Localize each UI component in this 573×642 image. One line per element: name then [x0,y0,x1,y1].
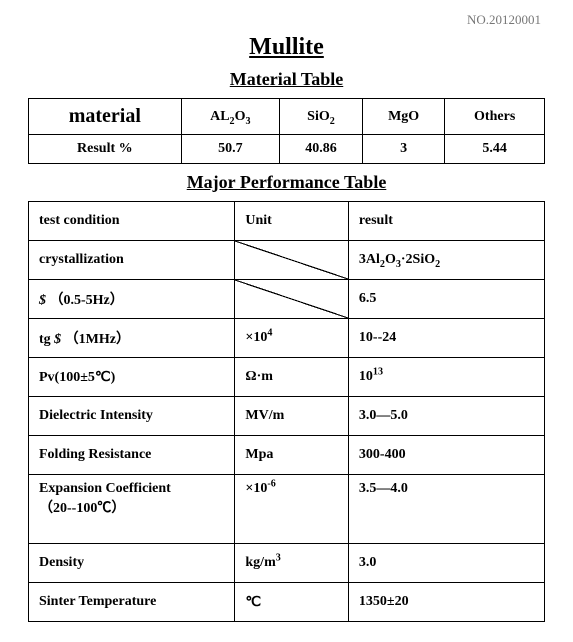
perf-header-condition: test condition [29,202,235,241]
perf-header-unit: Unit [235,202,349,241]
perf-result: 6.5 [348,280,544,319]
perf-unit: MV/m [235,397,349,436]
perf-condition: tg $ （1MHz） [29,319,235,358]
material-col-1: SiO2 [279,99,362,135]
perf-row: Expansion Coefficient（20--100℃）×10-63.5—… [29,475,545,544]
performance-table-heading: Major Performance Table [28,172,545,193]
perf-result: 3.0 [348,544,544,583]
perf-result: 3.0—5.0 [348,397,544,436]
perf-condition: $ （0.5-5Hz） [29,280,235,319]
material-col-0: AL2O3 [181,99,279,135]
perf-unit: Mpa [235,436,349,475]
perf-condition: Expansion Coefficient（20--100℃） [29,475,235,544]
material-table-heading: Material Table [28,69,545,90]
material-col-3: Others [445,99,545,135]
perf-result: 1013 [348,358,544,397]
material-table: material AL2O3 SiO2 MgO Others Result % … [28,98,545,164]
perf-condition: Pv(100±5℃) [29,358,235,397]
material-col-2: MgO [362,99,444,135]
perf-row: crystallization 3Al2O3·2SiO2 [29,241,545,280]
perf-condition: Folding Resistance [29,436,235,475]
perf-result: 10--24 [348,319,544,358]
perf-row: tg $ （1MHz）×10410--24 [29,319,545,358]
perf-row: Densitykg/m33.0 [29,544,545,583]
material-row-label: Result % [29,135,182,164]
material-val-2: 3 [362,135,444,164]
perf-condition: crystallization [29,241,235,280]
perf-unit: ×104 [235,319,349,358]
perf-unit: ℃ [235,583,349,622]
material-header-label: material [29,99,182,135]
perf-result: 3.5—4.0 [348,475,544,544]
doc-number: NO.20120001 [28,12,545,28]
perf-unit [235,280,349,319]
perf-condition: Dielectric Intensity [29,397,235,436]
perf-row: Folding ResistanceMpa300-400 [29,436,545,475]
perf-row: Dielectric IntensityMV/m3.0—5.0 [29,397,545,436]
material-val-1: 40.86 [279,135,362,164]
perf-condition: Sinter Temperature [29,583,235,622]
perf-result: 1350±20 [348,583,544,622]
performance-table: test condition Unit result crystallizati… [28,201,545,622]
perf-unit: ×10-6 [235,475,349,544]
perf-result: 300-400 [348,436,544,475]
perf-row: Pv(100±5℃)Ω·m1013 [29,358,545,397]
perf-row: $ （0.5-5Hz） 6.5 [29,280,545,319]
perf-unit [235,241,349,280]
perf-row: Sinter Temperature℃1350±20 [29,583,545,622]
page-title: Mullite [28,34,545,61]
perf-condition: Density [29,544,235,583]
material-val-0: 50.7 [181,135,279,164]
perf-result: 3Al2O3·2SiO2 [348,241,544,280]
material-val-3: 5.44 [445,135,545,164]
perf-header-row: test condition Unit result [29,202,545,241]
perf-header-result: result [348,202,544,241]
perf-unit: Ω·m [235,358,349,397]
perf-unit: kg/m3 [235,544,349,583]
